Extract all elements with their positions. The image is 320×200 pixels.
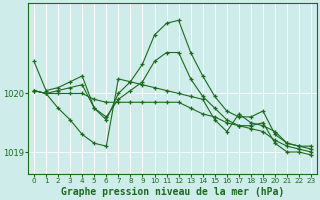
X-axis label: Graphe pression niveau de la mer (hPa): Graphe pression niveau de la mer (hPa)	[61, 187, 284, 197]
